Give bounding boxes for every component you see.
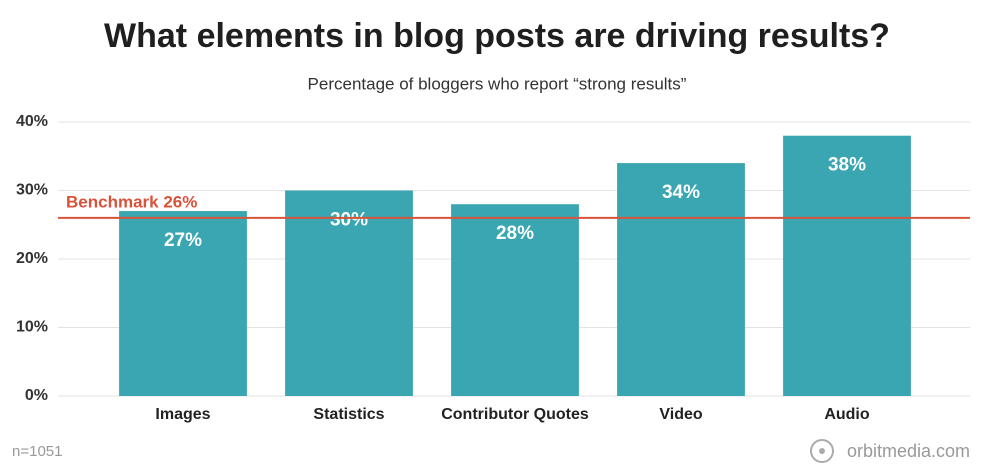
x-tick-label: Audio — [824, 406, 870, 423]
x-tick-label: Images — [155, 406, 210, 423]
bar — [783, 135, 911, 396]
bar — [285, 190, 413, 396]
sample-note: n=1051 — [12, 443, 62, 460]
source: orbitmedia.com — [847, 441, 970, 461]
value-label: 38% — [828, 155, 866, 176]
logo-icon — [810, 439, 834, 463]
value-label: 27% — [164, 230, 202, 251]
bar — [119, 211, 247, 396]
x-tick-label: Statistics — [313, 406, 384, 423]
value-label: 30% — [330, 210, 368, 231]
y-tick-label: 0% — [25, 387, 48, 404]
y-tick-label: 20% — [16, 250, 48, 267]
chart-subtitle: Percentage of bloggers who report “stron… — [308, 74, 687, 93]
bar — [617, 163, 745, 396]
logo-dot — [819, 448, 825, 454]
value-label: 28% — [496, 223, 534, 244]
benchmark-label: Benchmark 26% — [66, 192, 197, 211]
x-tick-label: Contributor Quotes — [441, 406, 589, 423]
value-label: 34% — [662, 182, 700, 203]
y-tick-label: 10% — [16, 319, 48, 336]
x-tick-label: Video — [659, 406, 703, 423]
y-tick-label: 40% — [16, 113, 48, 130]
chart-title: What elements in blog posts are driving … — [104, 17, 890, 55]
bar — [451, 204, 579, 396]
y-tick-label: 30% — [16, 182, 48, 199]
